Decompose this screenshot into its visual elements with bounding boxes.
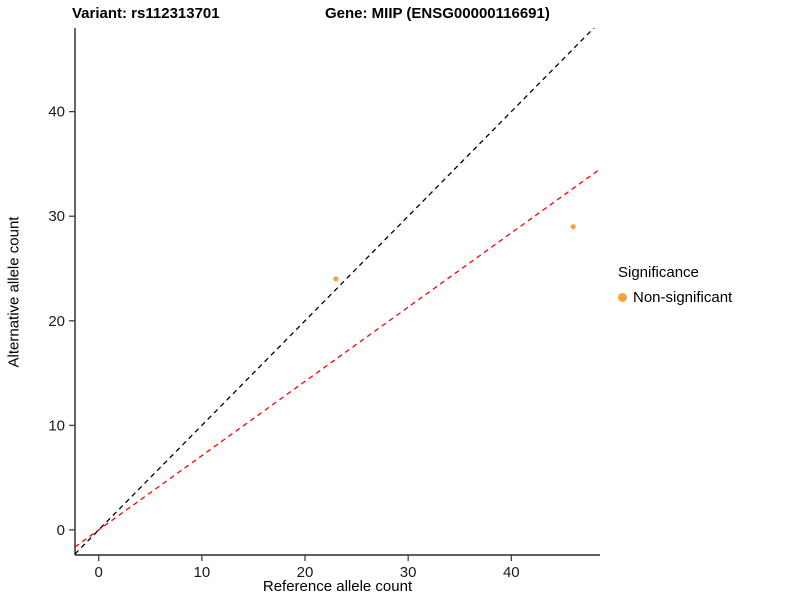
y-axis-label: Alternative allele count [5, 216, 23, 368]
x-tick-label: 30 [400, 564, 417, 581]
x-tick-label: 40 [503, 564, 520, 581]
gene-title: Gene: MIIP (ENSG00000116691) [325, 5, 550, 22]
identity-line [75, 28, 595, 555]
variant-title: Variant: rs112313701 [72, 5, 220, 22]
x-axis-label: Reference allele count [262, 578, 413, 595]
x-tick-label: 10 [194, 564, 211, 581]
legend-title: Significance [618, 264, 699, 281]
y-tick-label: 0 [57, 522, 65, 539]
legend-point-icon [618, 293, 627, 302]
y-tick-label: 40 [48, 104, 65, 121]
legend-item: Non-significant [618, 289, 732, 306]
x-tick-label: 20 [297, 564, 314, 581]
fit-line [75, 168, 600, 548]
data-point [333, 276, 339, 282]
legend: Significance Non-significant [618, 264, 732, 306]
x-tick-label: 0 [95, 564, 103, 581]
legend-item-label: Non-significant [633, 289, 733, 306]
y-tick-label: 30 [48, 208, 65, 225]
data-point [570, 224, 576, 230]
y-tick-label: 10 [48, 417, 65, 434]
y-tick-label: 20 [48, 313, 65, 330]
